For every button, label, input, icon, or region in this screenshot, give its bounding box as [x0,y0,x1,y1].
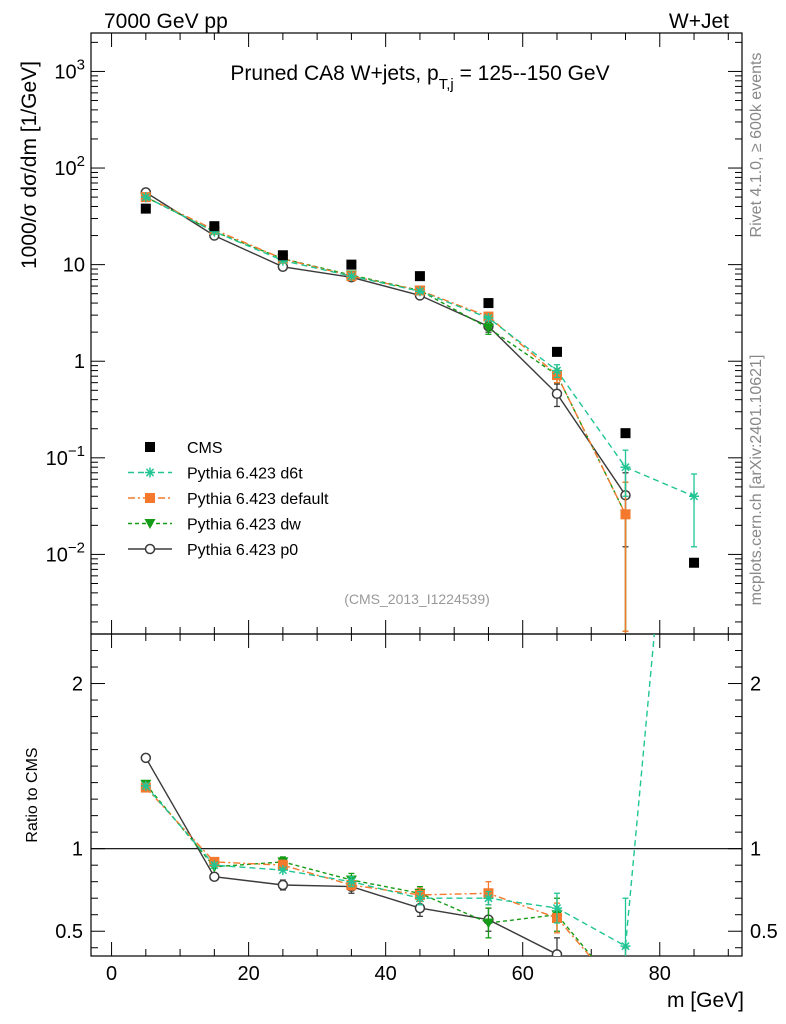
ratio-line [145,757,564,956]
data-point [140,203,151,214]
legend-marker [144,519,156,529]
ratio-point [209,871,220,882]
ratio-y-tick-label-right: 1 [750,839,761,861]
process-label: W+Jet [669,10,729,33]
main-title-pre: Pruned CA8 W+jets, p [230,62,438,85]
data-point [483,298,494,309]
legend-entry: Pythia 6.423 default [128,491,329,508]
ratio-line [145,634,656,948]
ratio-plot-area: 0.5 0.51 12 20 20 40 60 80 [55,200,778,1003]
y-tick-label: 10−2 [46,539,85,566]
legend-marker [144,543,156,555]
ratio-point [140,752,152,764]
data-point [620,462,631,473]
main-series-layer [140,187,700,634]
ratio-point [277,865,288,876]
legend-label: Pythia 6.423 dw [187,517,301,534]
ratio-point [346,876,357,887]
series-pythia-6-423-dw [140,192,632,634]
series-line [145,196,627,515]
ratio-point [483,893,494,904]
data-point [483,313,494,324]
ratio-point [620,993,631,1003]
y-tick-label: 10 [63,255,85,277]
x-tick-label: 80 [649,963,671,985]
ratio-y-tick-label-right: 0.5 [750,921,778,943]
ratio-series-layer [140,200,699,1003]
ratio-line [145,787,591,956]
data-point [620,509,631,520]
main-y-axis-label: 1000/σ dσ/dm [1/GeV] [18,61,41,269]
ratio-point [209,860,220,871]
data-point [414,271,425,282]
x-tick-label: 0 [106,963,117,985]
legend-label: CMS [187,440,223,457]
ratio-series-pythia-6-423-d6t [140,200,699,956]
legend-entry: Pythia 6.423 dw [128,517,301,534]
energy-label: 7000 GeV pp [104,10,228,33]
ratio-point [482,918,494,929]
rivet-version-label: Rivet 4.1.0, ≥ 600k events [748,53,765,238]
series-pythia-6-423-d6t [140,192,700,548]
legend-marker [145,493,155,503]
x-tick-label: 40 [375,963,397,985]
legend-label: Pythia 6.423 p0 [187,542,298,559]
legend-entry: Pythia 6.423 d6t [128,466,303,483]
ratio-y-tick-label-right: 2 [750,674,761,696]
data-point [209,221,220,232]
legend-label: Pythia 6.423 d6t [187,466,303,483]
series-pythia-6-423-default [140,192,631,634]
legend: CMS Pythia 6.423 d6t Pythia 6.423 default P… [128,440,329,559]
data-point [551,365,562,376]
analysis-id-label: (CMS_2013_I1224539) [344,591,490,607]
mcplots-source-label: mcplots.cern.ch [arXiv:2401.10621] [748,355,765,606]
legend-entry: Pythia 6.423 p0 [128,542,298,559]
data-point [620,428,631,439]
main-plot-area: 10−2 10−1 1 10 102 103 [46,32,743,956]
ratio-y-tick-label: 2 [72,674,83,696]
legend-marker [145,467,155,478]
y-tick-label: 10−1 [46,443,85,470]
legend-marker [145,442,155,452]
main-title: Pruned CA8 W+jets, pT,j = 125--150 GeV [230,62,609,93]
ratio-y-tick-label: 1 [72,839,83,861]
y-tick-label: 1 [74,351,85,373]
legend-label: Pythia 6.423 default [187,491,329,508]
series-cms [140,203,700,568]
y-tick-label: 102 [54,153,85,180]
ratio-y-tick-label: 0.5 [55,921,83,943]
ratio-point [414,893,425,904]
ratio-point [140,780,151,791]
data-point [551,346,562,357]
ratio-point [277,879,289,891]
data-point [346,271,357,282]
data-point [689,557,700,568]
x-tick-label: 20 [237,963,259,985]
data-point [414,286,425,297]
data-point [689,491,700,502]
main-title-sub: T,j [439,76,454,93]
data-point [277,250,288,261]
ratio-point [621,992,631,1002]
ratio-point [621,976,630,985]
ratio-point [620,941,631,952]
x-axis-label: m [GeV] [667,989,744,1012]
ratio-point [551,903,562,914]
main-title-post: = 125--150 GeV [454,62,610,85]
ratio-point [689,200,699,210]
ratio-y-axis-label: Ratio to CMS [24,747,41,842]
ratio-point [551,949,563,956]
data-point [346,259,357,270]
x-tick-label: 60 [512,963,534,985]
legend-entry: CMS [145,440,223,457]
y-tick-label: 103 [54,56,85,83]
data-point [482,323,494,334]
data-point [551,388,563,400]
data-point [140,192,151,203]
ratio-line [145,783,593,956]
series-line [145,191,627,496]
ratio-plot-frame [90,633,743,957]
